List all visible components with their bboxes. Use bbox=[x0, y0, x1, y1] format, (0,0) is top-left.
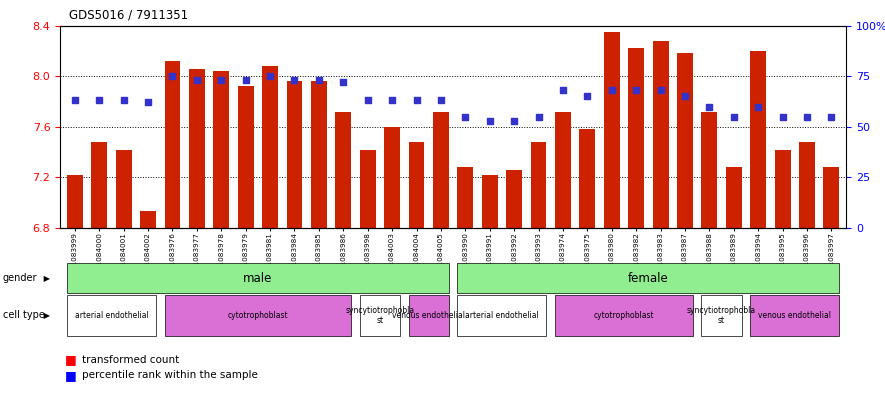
Bar bbox=[287, 81, 303, 228]
Bar bbox=[481, 175, 497, 228]
Text: ▶: ▶ bbox=[41, 311, 50, 320]
Bar bbox=[360, 149, 375, 228]
Text: cytotrophoblast: cytotrophoblast bbox=[594, 311, 654, 320]
Bar bbox=[335, 112, 351, 228]
Point bbox=[336, 79, 350, 85]
Bar bbox=[531, 142, 546, 228]
Text: gender: gender bbox=[3, 273, 37, 283]
Bar bbox=[91, 142, 107, 228]
Point bbox=[360, 97, 374, 104]
Text: arterial endothelial: arterial endothelial bbox=[465, 311, 539, 320]
Point bbox=[92, 97, 106, 104]
Text: venous endothelial: venous endothelial bbox=[392, 311, 466, 320]
Point bbox=[507, 118, 521, 124]
Text: syncytiotrophobla
st: syncytiotrophobla st bbox=[687, 306, 756, 325]
Point bbox=[581, 93, 595, 99]
Bar bbox=[238, 86, 254, 228]
Point bbox=[604, 87, 619, 94]
Point bbox=[288, 77, 302, 83]
Point bbox=[263, 73, 277, 79]
Bar bbox=[604, 32, 620, 228]
Point bbox=[165, 73, 180, 79]
Point bbox=[678, 93, 692, 99]
Bar bbox=[189, 68, 204, 228]
Point bbox=[117, 97, 131, 104]
Point bbox=[824, 114, 838, 120]
Bar bbox=[165, 61, 181, 228]
Point bbox=[482, 118, 496, 124]
Point bbox=[214, 77, 228, 83]
Point bbox=[458, 114, 473, 120]
Text: male: male bbox=[243, 272, 273, 285]
Bar bbox=[458, 167, 473, 228]
Bar bbox=[433, 112, 449, 228]
Point bbox=[556, 87, 570, 94]
Point bbox=[189, 77, 204, 83]
Bar bbox=[555, 112, 571, 228]
Bar bbox=[750, 51, 766, 228]
Bar bbox=[702, 112, 718, 228]
Point bbox=[800, 114, 814, 120]
Bar bbox=[140, 211, 156, 228]
Point bbox=[385, 97, 399, 104]
Point bbox=[239, 77, 253, 83]
Text: percentile rank within the sample: percentile rank within the sample bbox=[82, 370, 258, 380]
Point bbox=[68, 97, 82, 104]
Point bbox=[703, 103, 717, 110]
Text: ▶: ▶ bbox=[41, 274, 50, 283]
Text: cytotrophoblast: cytotrophoblast bbox=[227, 311, 289, 320]
Point bbox=[629, 87, 643, 94]
Bar bbox=[116, 149, 132, 228]
Bar bbox=[726, 167, 742, 228]
Point bbox=[775, 114, 789, 120]
Bar bbox=[262, 66, 278, 228]
Text: GDS5016 / 7911351: GDS5016 / 7911351 bbox=[69, 9, 189, 22]
Point bbox=[434, 97, 448, 104]
Bar bbox=[823, 167, 839, 228]
Point bbox=[410, 97, 424, 104]
Point bbox=[312, 77, 326, 83]
Text: arterial endothelial: arterial endothelial bbox=[74, 311, 149, 320]
Text: transformed count: transformed count bbox=[82, 354, 180, 365]
Text: ■: ■ bbox=[65, 369, 76, 382]
Bar bbox=[67, 175, 83, 228]
Point bbox=[141, 99, 155, 106]
Bar bbox=[213, 71, 229, 228]
Bar bbox=[311, 81, 327, 228]
Text: syncytiotrophobla
st: syncytiotrophobla st bbox=[345, 306, 414, 325]
Bar bbox=[677, 53, 693, 228]
Text: venous endothelial: venous endothelial bbox=[758, 311, 831, 320]
Point bbox=[751, 103, 766, 110]
Text: cell type: cell type bbox=[3, 310, 44, 320]
Text: ■: ■ bbox=[65, 353, 76, 366]
Point bbox=[727, 114, 741, 120]
Bar bbox=[799, 142, 815, 228]
Bar bbox=[774, 149, 790, 228]
Bar bbox=[384, 127, 400, 228]
Bar bbox=[652, 41, 668, 228]
Bar bbox=[580, 129, 596, 228]
Point bbox=[532, 114, 546, 120]
Bar bbox=[409, 142, 425, 228]
Text: female: female bbox=[628, 272, 669, 285]
Bar bbox=[628, 48, 644, 228]
Bar bbox=[506, 170, 522, 228]
Point bbox=[653, 87, 667, 94]
